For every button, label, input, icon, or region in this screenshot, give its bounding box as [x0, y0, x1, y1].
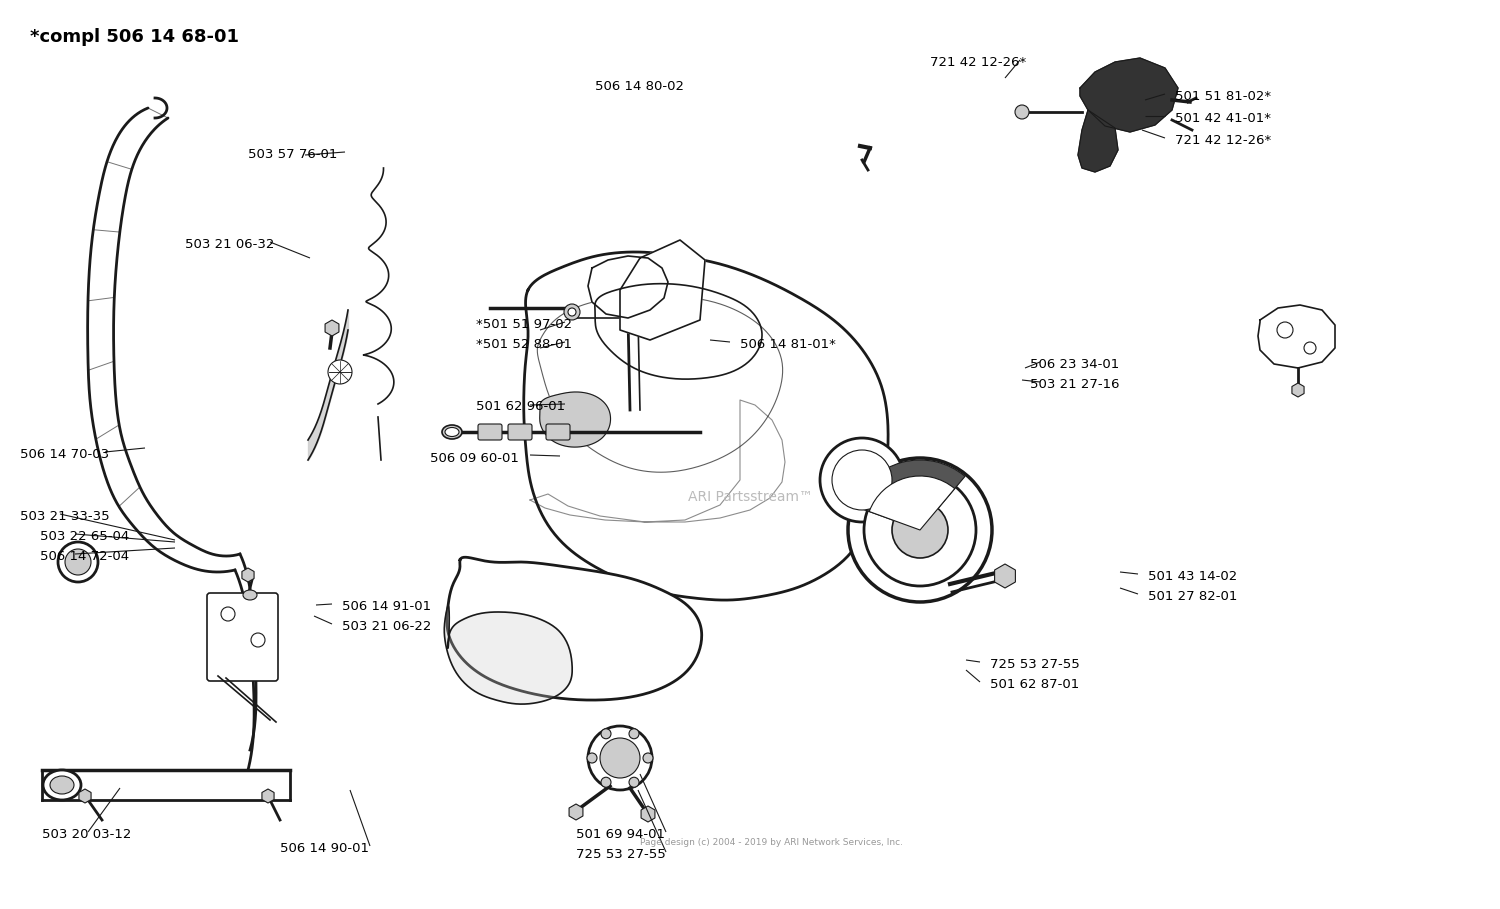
Circle shape: [628, 729, 639, 739]
Circle shape: [586, 753, 597, 763]
Text: 506 09 60-01: 506 09 60-01: [430, 452, 519, 465]
Circle shape: [1016, 105, 1029, 119]
Text: *501 52 88-01: *501 52 88-01: [476, 338, 572, 351]
Circle shape: [251, 633, 266, 647]
Ellipse shape: [243, 590, 256, 600]
Text: 501 51 81-02*: 501 51 81-02*: [1174, 90, 1270, 103]
Text: 506 14 72-04: 506 14 72-04: [40, 550, 129, 563]
Text: 503 21 06-32: 503 21 06-32: [184, 238, 274, 251]
Text: 503 22 65-04: 503 22 65-04: [40, 530, 129, 543]
Text: 503 21 06-22: 503 21 06-22: [342, 620, 432, 633]
Circle shape: [821, 438, 904, 522]
Polygon shape: [42, 770, 290, 800]
Circle shape: [644, 753, 652, 763]
Text: 503 21 33-35: 503 21 33-35: [20, 510, 110, 523]
FancyBboxPatch shape: [478, 424, 502, 440]
FancyBboxPatch shape: [546, 424, 570, 440]
Polygon shape: [620, 240, 705, 340]
Circle shape: [64, 549, 92, 575]
Text: 503 21 27-16: 503 21 27-16: [1030, 378, 1119, 391]
Circle shape: [1304, 342, 1316, 354]
Circle shape: [892, 502, 948, 558]
Polygon shape: [1078, 110, 1118, 172]
Text: 503 20 03-12: 503 20 03-12: [42, 828, 132, 841]
Text: 725 53 27-55: 725 53 27-55: [990, 658, 1080, 671]
Ellipse shape: [50, 776, 74, 794]
Text: *501 51 97-02: *501 51 97-02: [476, 318, 572, 331]
Polygon shape: [524, 252, 888, 600]
Circle shape: [588, 726, 652, 790]
Text: 503 57 76-01: 503 57 76-01: [248, 148, 338, 161]
Polygon shape: [588, 256, 668, 318]
Text: 506 14 81-01*: 506 14 81-01*: [740, 338, 836, 351]
Circle shape: [58, 542, 98, 582]
Circle shape: [602, 777, 610, 787]
Text: 725 53 27-55: 725 53 27-55: [576, 848, 666, 861]
Polygon shape: [1258, 305, 1335, 368]
Text: 501 69 94-01: 501 69 94-01: [576, 828, 664, 841]
Text: ARI Partsstream™: ARI Partsstream™: [687, 490, 813, 504]
Polygon shape: [540, 392, 610, 447]
Circle shape: [600, 738, 640, 778]
Polygon shape: [1080, 58, 1178, 132]
Text: 721 42 12-26*: 721 42 12-26*: [1174, 134, 1270, 147]
Polygon shape: [596, 284, 762, 379]
Text: 506 14 90-01: 506 14 90-01: [280, 842, 369, 855]
Circle shape: [564, 304, 580, 320]
Text: 506 14 80-02: 506 14 80-02: [596, 80, 684, 93]
Circle shape: [847, 458, 992, 602]
Text: 501 43 14-02: 501 43 14-02: [1148, 570, 1238, 583]
Text: 721 42 12-26*: 721 42 12-26*: [930, 56, 1026, 69]
Ellipse shape: [442, 425, 462, 439]
Text: 501 42 41-01*: 501 42 41-01*: [1174, 112, 1270, 125]
Circle shape: [1276, 322, 1293, 338]
Wedge shape: [853, 460, 964, 530]
Text: 501 27 82-01: 501 27 82-01: [1148, 590, 1238, 603]
Ellipse shape: [44, 770, 81, 800]
Polygon shape: [447, 557, 702, 700]
Text: 501 62 96-01: 501 62 96-01: [476, 400, 566, 413]
Circle shape: [864, 474, 976, 586]
Text: 501 62 87-01: 501 62 87-01: [990, 678, 1080, 691]
Polygon shape: [444, 606, 572, 704]
Circle shape: [328, 360, 352, 384]
Circle shape: [220, 607, 236, 621]
Text: 506 14 70-03: 506 14 70-03: [20, 448, 110, 461]
Circle shape: [833, 450, 892, 510]
Text: *compl 506 14 68-01: *compl 506 14 68-01: [30, 28, 239, 46]
Text: 506 14 91-01: 506 14 91-01: [342, 600, 430, 613]
Text: Page design (c) 2004 - 2019 by ARI Network Services, Inc.: Page design (c) 2004 - 2019 by ARI Netwo…: [640, 838, 903, 847]
FancyBboxPatch shape: [509, 424, 532, 440]
Circle shape: [628, 777, 639, 787]
Text: 506 23 34-01: 506 23 34-01: [1030, 358, 1119, 371]
FancyBboxPatch shape: [207, 593, 278, 681]
Wedge shape: [870, 476, 954, 530]
Circle shape: [568, 308, 576, 316]
Ellipse shape: [446, 427, 459, 436]
Circle shape: [602, 729, 610, 739]
